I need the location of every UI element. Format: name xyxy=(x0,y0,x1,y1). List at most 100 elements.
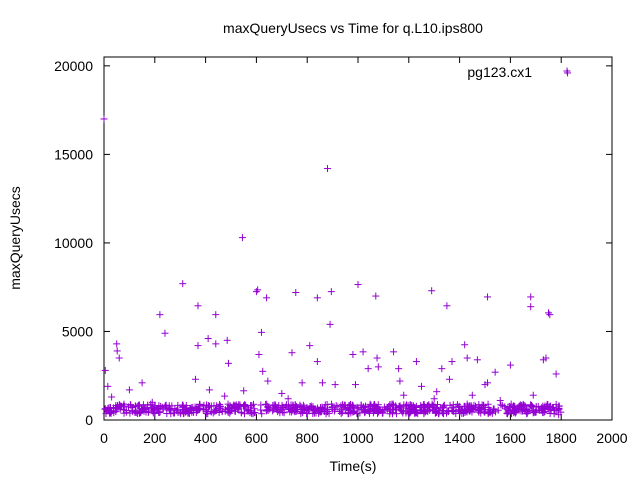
data-point xyxy=(392,410,400,418)
data-point xyxy=(223,336,231,344)
data-point xyxy=(264,377,272,385)
data-point xyxy=(504,410,512,418)
data-point xyxy=(529,391,537,399)
data-point xyxy=(224,404,232,412)
data-point xyxy=(310,409,318,417)
data-point xyxy=(412,403,420,411)
data-point xyxy=(432,407,440,415)
data-point xyxy=(506,361,514,369)
data-point xyxy=(179,402,187,410)
x-tick-label: 200 xyxy=(143,430,167,446)
data-point xyxy=(191,375,199,383)
data-point xyxy=(418,382,425,390)
data-point xyxy=(243,406,251,414)
data-point xyxy=(163,409,171,417)
data-point xyxy=(194,342,202,350)
data-point xyxy=(373,354,381,362)
chart-title: maxQueryUsecs vs Time for q.L10.ips800 xyxy=(223,20,483,36)
data-point xyxy=(326,320,334,328)
data-point xyxy=(119,402,127,410)
data-point xyxy=(395,365,403,373)
data-point xyxy=(321,401,329,409)
data-point xyxy=(249,400,257,408)
data-point xyxy=(430,395,438,403)
data-point xyxy=(138,405,146,413)
data-point xyxy=(247,401,255,409)
data-point xyxy=(523,407,531,415)
data-point xyxy=(449,401,457,409)
x-tick-label: 1000 xyxy=(342,430,373,446)
data-point xyxy=(292,402,300,410)
data-points xyxy=(100,69,572,419)
data-point xyxy=(216,400,224,408)
data-point xyxy=(259,367,267,375)
data-point xyxy=(270,401,278,409)
data-point xyxy=(211,408,219,416)
x-tick-label: 400 xyxy=(194,430,218,446)
data-point xyxy=(221,392,229,400)
data-point xyxy=(254,286,262,294)
data-point xyxy=(313,358,321,366)
y-tick-label: 20000 xyxy=(54,58,93,74)
data-point xyxy=(240,410,248,418)
data-point xyxy=(248,409,256,417)
data-point xyxy=(318,379,326,387)
data-point xyxy=(555,411,563,419)
data-point xyxy=(471,402,479,410)
data-point xyxy=(238,234,246,242)
data-point xyxy=(545,309,552,317)
data-point xyxy=(488,409,496,417)
data-point xyxy=(138,379,146,387)
data-point xyxy=(186,404,194,412)
data-point xyxy=(236,402,244,410)
data-point xyxy=(113,340,121,348)
legend: pg123.cx1 xyxy=(467,64,571,80)
data-point xyxy=(512,408,520,416)
data-point xyxy=(185,408,193,416)
data-point xyxy=(502,405,510,413)
data-point xyxy=(231,403,239,411)
data-point xyxy=(297,408,305,416)
data-point xyxy=(527,303,535,311)
data-point xyxy=(465,406,473,414)
data-point xyxy=(542,354,550,362)
x-tick-label: 800 xyxy=(296,430,320,446)
data-point xyxy=(284,404,292,412)
data-point xyxy=(372,292,380,300)
data-point xyxy=(438,365,446,373)
data-point xyxy=(290,407,298,415)
data-point xyxy=(351,381,359,389)
x-tick-label: 600 xyxy=(245,430,269,446)
data-point xyxy=(218,408,226,416)
x-tick-label: 1600 xyxy=(495,430,526,446)
data-point xyxy=(151,404,159,412)
data-point xyxy=(336,407,344,415)
data-point xyxy=(429,402,437,410)
data-point xyxy=(402,404,410,412)
data-point xyxy=(360,406,368,414)
y-tick-label: 5000 xyxy=(62,323,93,339)
data-point xyxy=(166,406,174,414)
data-point xyxy=(473,356,481,364)
x-tick-label: 0 xyxy=(100,430,108,446)
data-point xyxy=(552,370,560,378)
data-point xyxy=(212,340,220,348)
data-point xyxy=(306,342,314,350)
data-point xyxy=(174,409,182,417)
x-tick-label: 1200 xyxy=(393,430,424,446)
x-axis-label: Time(s) xyxy=(330,458,377,474)
data-point xyxy=(161,329,169,337)
data-point xyxy=(120,409,128,417)
data-point xyxy=(105,404,113,412)
data-point xyxy=(108,393,116,401)
data-point xyxy=(430,403,438,411)
data-point xyxy=(396,377,404,385)
data-point xyxy=(535,406,543,414)
data-point xyxy=(527,293,535,301)
data-point xyxy=(137,408,145,416)
data-point xyxy=(102,410,110,418)
data-point xyxy=(314,406,322,414)
y-tick-label: 10000 xyxy=(54,235,93,251)
